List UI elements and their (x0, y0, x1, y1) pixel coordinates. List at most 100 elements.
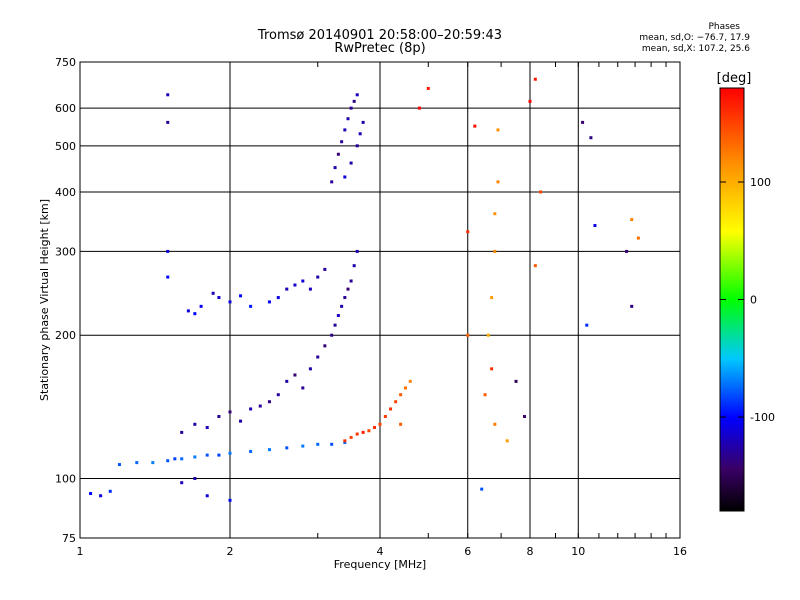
data-point (358, 132, 362, 136)
data-point (193, 312, 197, 316)
data-point (285, 446, 289, 450)
data-point (228, 410, 232, 414)
colorbar-tick-label: -100 (750, 411, 775, 424)
colorbar-tick-label: 100 (750, 176, 771, 189)
data-point (505, 439, 509, 443)
data-point (166, 275, 170, 279)
data-point (316, 275, 320, 279)
data-point (173, 457, 177, 461)
data-point (373, 425, 377, 429)
axes: 1 2 4 6 8 10 16 75 100 200 300 400 500 600 750 Frequenc… (38, 56, 687, 571)
data-point (193, 477, 197, 481)
data-point (239, 294, 243, 298)
data-point (343, 175, 347, 179)
data-point (493, 212, 497, 216)
data-point (496, 128, 500, 132)
data-point (340, 140, 344, 144)
data-point (630, 218, 634, 222)
colorbar-tick-label: 0 (750, 294, 757, 307)
data-point (355, 144, 359, 148)
y-tick-label: 100 (55, 473, 76, 486)
data-point (581, 120, 585, 124)
stats-heading: Phases (708, 22, 740, 32)
data-point (228, 300, 232, 304)
data-point (333, 323, 337, 327)
data-point (267, 400, 271, 404)
data-point (108, 489, 112, 493)
data-point (166, 120, 170, 124)
data-point (352, 99, 356, 103)
y-tick-label: 200 (55, 329, 76, 342)
data-point (625, 249, 629, 253)
data-point (399, 393, 403, 397)
data-point (193, 455, 197, 459)
chart-title: Tromsø 20140901 20:58:00–20:59:43 (257, 28, 503, 43)
data-point (117, 463, 121, 467)
data-point (523, 414, 527, 418)
data-point (426, 86, 430, 90)
data-point (355, 93, 359, 97)
data-point (343, 128, 347, 132)
data-point (490, 367, 494, 371)
data-point (473, 124, 477, 128)
data-point (249, 449, 253, 453)
data-point (355, 432, 359, 436)
data-point (533, 77, 537, 81)
data-point (533, 264, 537, 268)
data-point (330, 180, 334, 184)
data-point (349, 161, 353, 165)
data-point (249, 304, 253, 308)
data-point (349, 435, 353, 439)
data-point (267, 300, 271, 304)
data-point (394, 400, 398, 404)
data-point (378, 422, 382, 426)
data-point (349, 106, 353, 110)
data-point (323, 267, 327, 271)
colorbar-label: [deg] (717, 71, 752, 86)
data-point (180, 457, 184, 461)
stats-o-line: mean, sd,O: −76.7, 17.9 (639, 33, 750, 43)
data-point (514, 379, 518, 383)
data-point (205, 425, 209, 429)
data-point (285, 287, 289, 291)
data-point (343, 296, 347, 300)
data-point (417, 106, 421, 110)
x-tick-label: 1 (77, 545, 84, 558)
x-tick-label: 6 (464, 545, 471, 558)
data-point (166, 249, 170, 253)
data-point (249, 407, 253, 411)
data-point (343, 439, 347, 443)
data-point (308, 367, 312, 371)
data-point (166, 459, 170, 463)
data-point (352, 264, 356, 268)
data-point (228, 498, 232, 502)
data-point (166, 93, 170, 97)
x-tick-label: 8 (527, 545, 534, 558)
data-point (403, 386, 407, 390)
data-point (490, 296, 494, 300)
data-points (89, 77, 640, 502)
data-point (239, 419, 243, 423)
data-point (308, 287, 312, 291)
data-point (355, 249, 359, 253)
data-point (528, 99, 532, 103)
data-point (217, 296, 221, 300)
data-point (285, 379, 289, 383)
x-tick-label: 16 (673, 545, 687, 558)
data-point (593, 224, 597, 228)
data-point (217, 414, 221, 418)
stats-x-line: mean, sd,X: 107.2, 25.6 (641, 44, 750, 54)
data-point (199, 304, 203, 308)
data-point (258, 404, 262, 408)
data-point (408, 379, 412, 383)
data-point (316, 442, 320, 446)
data-point (336, 314, 340, 318)
plot-frame (79, 61, 681, 539)
data-point (539, 190, 543, 194)
data-point (343, 441, 347, 445)
data-point (193, 422, 197, 426)
data-point (346, 117, 350, 121)
data-point (323, 344, 327, 348)
data-point (301, 444, 305, 448)
